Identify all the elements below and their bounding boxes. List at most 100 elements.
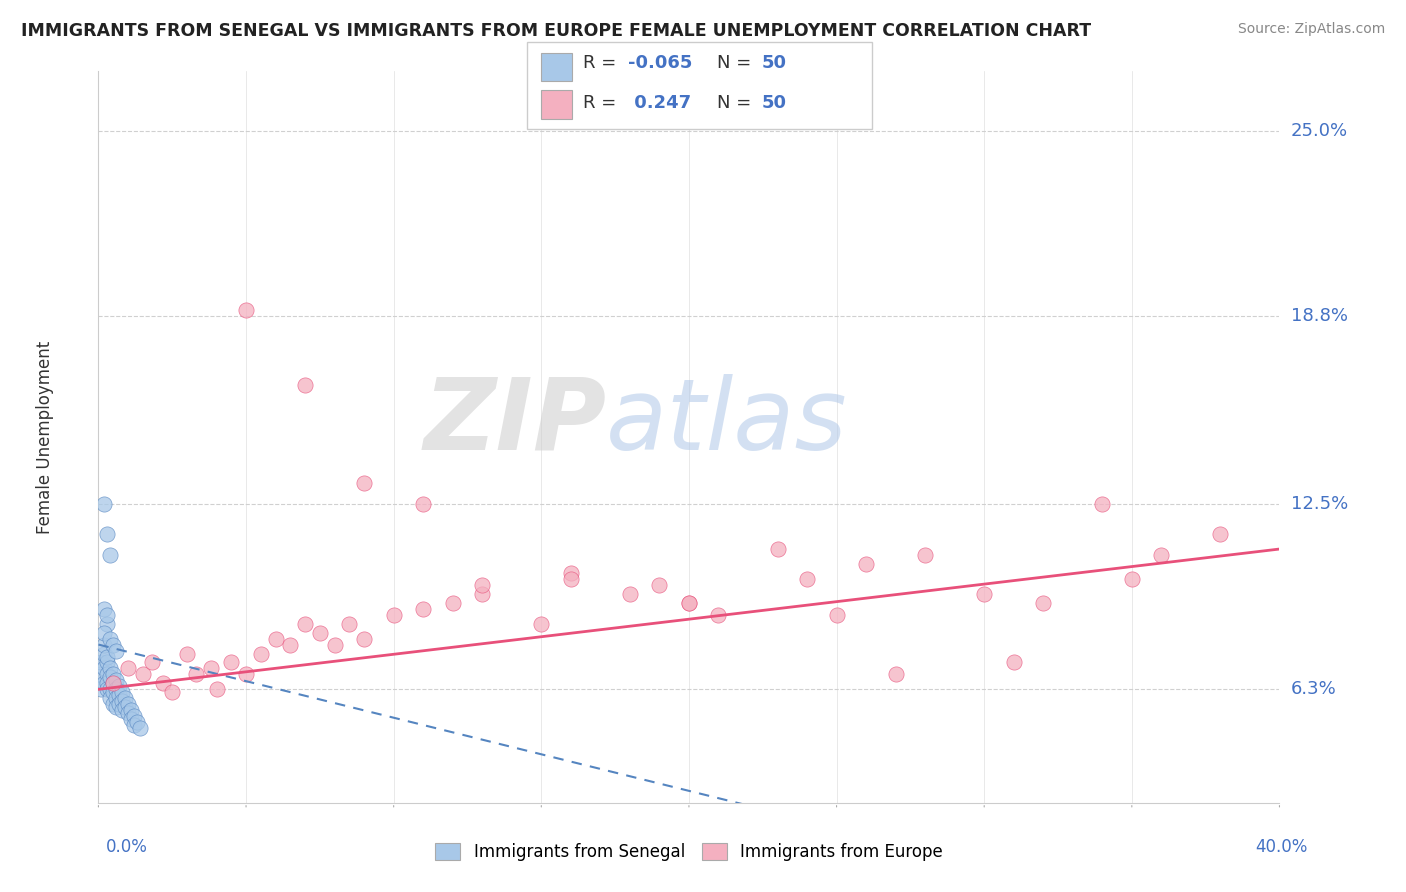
Point [678,596,700,610]
Point [93,601,115,615]
Point [152,676,174,690]
Point [93,625,115,640]
Point [103,676,125,690]
Point [221,656,243,670]
Text: 40.0%: 40.0% [1256,838,1308,855]
Point [98,632,121,646]
Point [1091,497,1114,511]
Text: 18.8%: 18.8% [1291,307,1347,326]
Point [111,703,134,717]
Point [98,661,121,675]
Point [98,682,121,697]
Point [353,632,375,646]
Point [90,682,112,697]
Point [96,656,118,670]
Point [117,698,139,712]
Point [132,667,155,681]
Point [176,647,198,661]
Point [122,718,145,732]
Point [103,667,125,681]
Point [560,566,582,580]
Text: R =: R = [583,54,623,72]
Text: ZIP: ZIP [423,374,606,471]
Point [90,667,112,681]
Point [707,607,730,622]
Point [914,548,936,562]
Text: Source: ZipAtlas.com: Source: ZipAtlas.com [1237,22,1385,37]
Text: 50: 50 [762,54,787,72]
Point [339,616,361,631]
Point [884,667,907,681]
Text: -0.065: -0.065 [628,54,693,72]
Point [114,691,136,706]
Point [141,656,163,670]
Point [441,596,464,610]
Point [96,527,118,541]
Point [117,706,139,721]
Point [294,377,316,392]
Legend: Immigrants from Senegal, Immigrants from Europe: Immigrants from Senegal, Immigrants from… [429,836,949,868]
Point [108,698,131,712]
Point [96,676,118,690]
Text: 25.0%: 25.0% [1291,122,1348,140]
Point [1209,527,1232,541]
Point [264,632,287,646]
Point [1150,548,1173,562]
Text: R =: R = [583,94,623,112]
Point [93,676,115,690]
Point [184,667,207,681]
Point [108,689,131,703]
Point [471,578,494,592]
Text: 6.3%: 6.3% [1291,681,1336,698]
Point [855,557,877,571]
Point [98,670,121,684]
Point [111,685,134,699]
Point [105,700,128,714]
Point [105,643,128,657]
Text: atlas: atlas [606,374,848,471]
Point [96,607,118,622]
Point [103,676,125,690]
Point [96,616,118,631]
Point [120,712,142,726]
Point [93,638,115,652]
Text: Female Unemployment: Female Unemployment [37,341,55,533]
Point [294,616,316,631]
Point [90,656,112,670]
Point [619,587,641,601]
Point [1032,596,1054,610]
Point [766,542,789,557]
Text: 0.0%: 0.0% [105,838,148,855]
Point [678,596,700,610]
Point [103,638,125,652]
Point [648,578,671,592]
Point [128,721,150,735]
Point [796,572,818,586]
Point [114,700,136,714]
Text: IMMIGRANTS FROM SENEGAL VS IMMIGRANTS FROM EUROPE FEMALE UNEMPLOYMENT CORRELATIO: IMMIGRANTS FROM SENEGAL VS IMMIGRANTS FR… [21,22,1091,40]
Point [250,647,273,661]
Point [96,667,118,681]
Point [162,685,183,699]
Point [105,691,128,706]
Point [205,682,228,697]
Point [93,661,115,675]
Point [353,476,375,491]
Point [412,601,434,615]
Point [117,661,139,675]
Point [560,572,582,586]
Point [98,691,121,706]
Point [973,587,995,601]
Point [471,587,494,601]
Text: 0.247: 0.247 [628,94,692,112]
Point [105,673,128,688]
Point [382,607,405,622]
Point [93,647,115,661]
Point [235,667,257,681]
Point [1002,656,1025,670]
Point [96,649,118,664]
Point [309,625,332,640]
Point [1121,572,1143,586]
Point [103,698,125,712]
Text: N =: N = [717,54,756,72]
